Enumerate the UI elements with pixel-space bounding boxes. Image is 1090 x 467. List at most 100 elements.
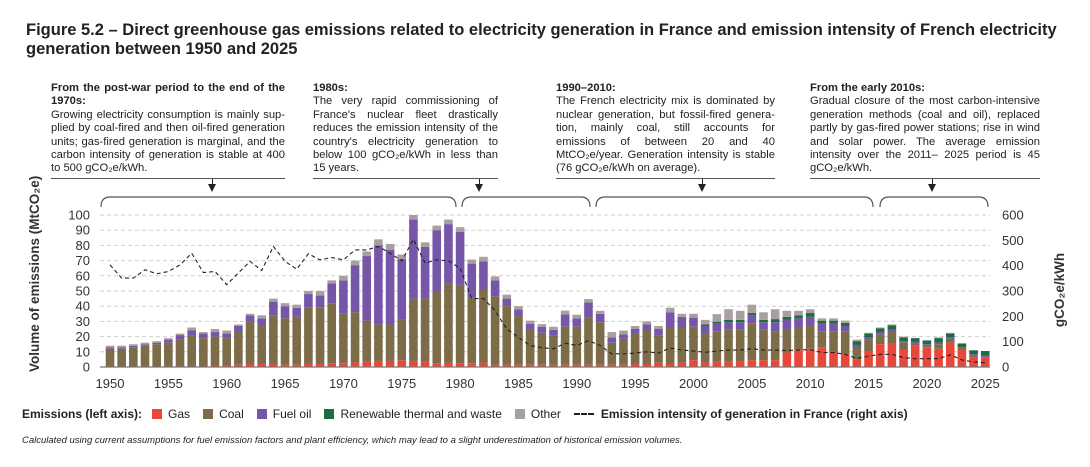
bar-other-1966 <box>292 304 302 308</box>
bar-oil-2010 <box>805 316 815 326</box>
bar-gas-2005 <box>747 360 757 367</box>
bar-gas-1971 <box>350 362 360 367</box>
bar-coal-2025 <box>980 357 990 358</box>
bar-gas-1963 <box>257 363 267 367</box>
bar-gas-1961 <box>234 364 243 367</box>
bar-coal-1967 <box>304 307 313 364</box>
bar-other-2007 <box>770 309 780 320</box>
bar-coal-2005 <box>747 323 757 361</box>
period-bracket <box>461 196 591 208</box>
bar-oil-1954 <box>152 342 161 345</box>
bar-renewable-2011 <box>817 320 827 324</box>
bar-oil-1965 <box>280 306 290 319</box>
bar-coal-2002 <box>712 331 722 362</box>
left-tick-label: 20 <box>76 329 90 344</box>
bar-coal-1981 <box>467 297 477 364</box>
x-tick-label: 2015 <box>854 376 883 391</box>
bar-coal-1951 <box>117 348 126 367</box>
bar-gas-1993 <box>607 364 617 367</box>
bar-renewable-2019 <box>910 338 920 342</box>
bar-renewable-2015 <box>864 333 873 338</box>
bar-gas-2006 <box>759 360 768 367</box>
legend-label: Emissions (left axis): <box>22 407 143 421</box>
x-tick-label: 1995 <box>621 376 650 391</box>
bar-other-2001 <box>700 319 710 325</box>
bar-gas-2021 <box>934 348 943 367</box>
dashed-line-swatch <box>573 413 594 415</box>
bar-renewable-2005 <box>747 313 757 316</box>
bar-oil-1966 <box>292 307 302 317</box>
bar-gas-2024 <box>969 357 978 367</box>
bar-coal-1970 <box>339 313 348 364</box>
bar-other-1957 <box>187 327 196 331</box>
bar-other-1976 <box>409 215 418 220</box>
bar-oil-2017 <box>887 329 897 333</box>
bar-oil-1980 <box>455 231 465 285</box>
bar-coal-1995 <box>630 333 640 364</box>
bar-oil-2006 <box>759 322 768 330</box>
bar-renewable-2007 <box>770 319 780 323</box>
bar-other-1973 <box>374 239 383 246</box>
bar-oil-1979 <box>444 224 453 284</box>
bar-other-1985 <box>514 306 523 310</box>
bar-other-2021 <box>934 337 943 339</box>
bar-gas-2009 <box>794 350 803 367</box>
bar-oil-1973 <box>374 245 383 325</box>
bar-gas-1973 <box>374 360 383 367</box>
bar-oil-2020 <box>922 344 932 345</box>
bar-coal-1982 <box>479 289 488 363</box>
bar-oil-1982 <box>479 261 488 290</box>
bar-other-2015 <box>864 332 873 334</box>
bar-other-1979 <box>444 219 453 225</box>
bar-coal-2014 <box>852 348 862 360</box>
bar-other-1961 <box>234 324 243 326</box>
bar-oil-1961 <box>234 325 243 333</box>
bar-other-1987 <box>537 324 547 327</box>
bar-oil-2013 <box>840 325 850 332</box>
bar-coal-1965 <box>280 318 290 365</box>
bar-oil-1981 <box>467 263 477 298</box>
bar-gas-1959 <box>210 365 220 367</box>
emission-intensity-line <box>109 238 986 364</box>
bar-coal-2024 <box>969 355 978 358</box>
left-tick-label: 50 <box>76 284 90 299</box>
bar-oil-2018 <box>899 341 908 343</box>
bar-oil-1964 <box>269 301 278 316</box>
bar-oil-1967 <box>304 294 313 308</box>
bar-gas-2015 <box>864 351 873 367</box>
legend-item-gas: Gas <box>152 407 190 421</box>
bar-other-2013 <box>840 320 850 323</box>
bar-coal-1975 <box>397 319 407 361</box>
x-tick-label: 1990 <box>562 376 591 391</box>
bar-gas-1986 <box>525 364 535 367</box>
bar-oil-2015 <box>864 337 873 340</box>
right-tick-label: 300 <box>1002 284 1024 299</box>
bar-coal-1978 <box>432 291 442 364</box>
bar-other-1969 <box>327 280 337 284</box>
bar-other-1982 <box>479 256 488 262</box>
bar-other-2004 <box>735 310 745 320</box>
bar-oil-2003 <box>724 322 733 330</box>
bar-oil-1998 <box>665 312 675 328</box>
bar-other-2016 <box>875 327 885 329</box>
bar-renewable-2025 <box>980 351 990 356</box>
bar-oil-1994 <box>619 334 628 339</box>
bar-oil-1989 <box>560 314 570 327</box>
left-tick-label: 0 <box>83 360 90 375</box>
legend: Emissions (left axis): Gas Coal Fuel oil… <box>22 407 921 421</box>
bar-oil-2004 <box>735 322 745 330</box>
legend-item-renewable: Renewable thermal and waste <box>324 407 502 421</box>
bar-other-1989 <box>560 310 570 315</box>
bar-other-1953 <box>140 342 150 345</box>
bar-gas-2017 <box>887 343 897 367</box>
bar-oil-1963 <box>257 318 267 326</box>
x-tick-label: 2010 <box>796 376 825 391</box>
bar-gas-1996 <box>642 363 652 367</box>
bar-gas-2002 <box>712 361 722 367</box>
bar-gas-1970 <box>339 363 348 367</box>
bar-coal-2008 <box>782 329 792 353</box>
bar-oil-1995 <box>630 329 640 334</box>
bar-oil-2022 <box>945 337 955 339</box>
bar-coal-1973 <box>374 324 383 361</box>
bar-oil-1983 <box>490 280 500 297</box>
